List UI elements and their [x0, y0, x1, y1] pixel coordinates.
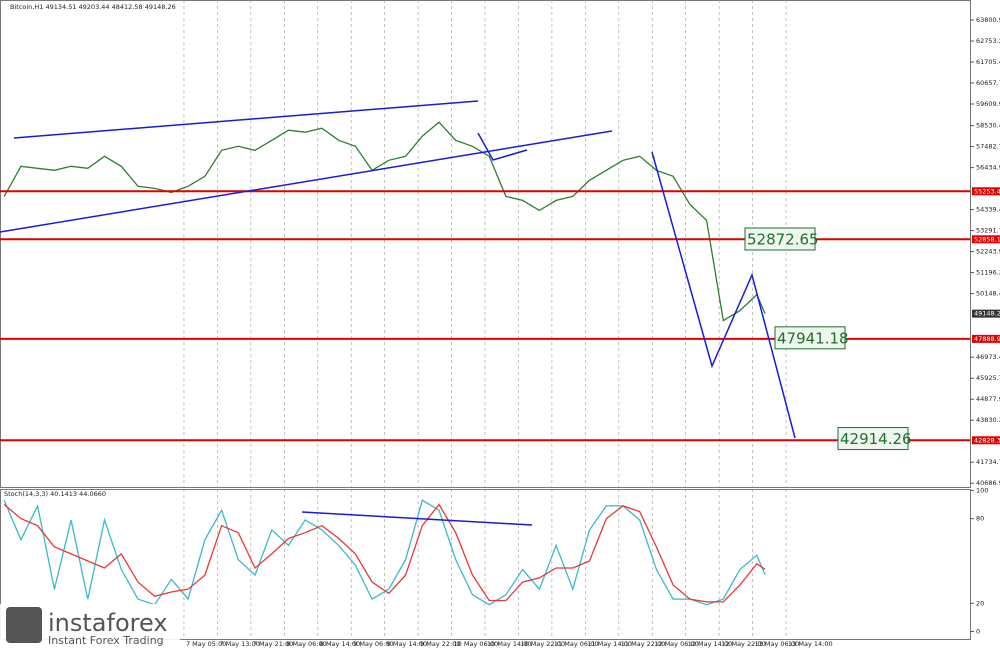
y-tick-label: 63800.95	[976, 16, 1000, 24]
level-tag	[972, 334, 1000, 343]
projection	[651, 151, 796, 439]
y-tick-label: 41734.70	[976, 458, 1000, 466]
series-line	[3, 503, 766, 603]
y-tick-label: 61705.45	[976, 58, 1000, 66]
stoch-panel	[0, 489, 971, 640]
level-tag	[972, 436, 1000, 445]
x-tick-label: 13 May 06:00	[755, 640, 800, 648]
y-tick-label: 53291.70	[976, 227, 1000, 235]
brand: instaforex	[48, 609, 168, 637]
annotation-box	[837, 427, 909, 451]
level-tag	[972, 235, 1000, 244]
annotation: 47941.18	[777, 329, 849, 347]
y-tick-label: 46973.45	[976, 353, 1000, 361]
tagline: Instant Forex Trading	[48, 634, 164, 647]
y-tick-label: 44877.95	[976, 395, 1000, 403]
price-tag	[972, 309, 1000, 318]
level-label: 42828.34	[974, 436, 1000, 444]
series-line	[3, 121, 766, 322]
x-tick-label: 13 May 14:00	[788, 640, 833, 648]
y-tick-label: 58530.45	[976, 122, 1000, 130]
annotation-box	[774, 326, 846, 350]
y-tick-label: 45925.70	[976, 374, 1000, 382]
y-tick-label: 43830.20	[976, 416, 1000, 424]
level-label: 47888.90	[974, 335, 1000, 343]
price-panel	[0, 0, 971, 488]
x-tick-label: 9 May 06:00	[353, 640, 393, 648]
x-tick-label: 12 May 22:00	[721, 640, 766, 648]
x-tick-label: 12 May 06:00	[654, 640, 699, 648]
x-tick-label: 8 May 06:00	[286, 640, 326, 648]
level-tag	[972, 187, 1000, 196]
y-tick-label: 60657.70	[976, 79, 1000, 87]
price-title: Bitcoin,H1 49134.51 49203.44 48412.58 49…	[10, 3, 176, 11]
x-tick-label: 11 May 14:00	[587, 640, 632, 648]
y-tick-label: 52243.95	[976, 248, 1000, 256]
y-tick-label: 62753.20	[976, 37, 1000, 45]
x-tick-label: 10 May 14:00	[487, 640, 532, 648]
y-tick-label: 56434.95	[976, 164, 1000, 172]
x-tick-label: 11 May 06:00	[554, 640, 599, 648]
channel-top	[13, 100, 479, 139]
y-tick-label: 100	[976, 486, 988, 494]
annotation: 52872.65	[747, 230, 819, 248]
y-tick-label: 50148.45	[976, 290, 1000, 298]
price-label: 49148.26	[974, 310, 1000, 318]
y-tick-label: 51196.20	[976, 269, 1000, 277]
y-tick-label: 80	[976, 515, 984, 523]
x-tick-label: 11 May 22:00	[621, 640, 666, 648]
annotation: 42914.26	[840, 430, 912, 448]
trend-lines	[0, 100, 796, 526]
stoch-title: Stoch(14,3,3) 40.1413 44.0660	[4, 490, 106, 498]
x-tick-label: 10 May 22:00	[520, 640, 565, 648]
watermark: instaforex Instant Forex Trading	[0, 604, 180, 650]
logo	[6, 607, 42, 643]
channel-bottom	[0, 130, 613, 233]
x-tick-label: 9 May 22:00	[420, 640, 460, 648]
y-tick-label: 59609.95	[976, 100, 1000, 108]
y-tick-label: 20	[976, 599, 984, 607]
zigzag	[477, 132, 528, 161]
level-label: 55253.45	[974, 187, 1000, 195]
y-tick-label: 57482.70	[976, 143, 1000, 151]
x-tick-label: 7 May 05:00	[186, 640, 226, 648]
annotation-box	[744, 227, 816, 251]
x-tick-label: 12 May 14:00	[688, 640, 733, 648]
y-tick-label: 0	[976, 628, 980, 636]
y-tick-label: 54339.45	[976, 206, 1000, 214]
x-tick-label: 7 May 21:00	[253, 640, 293, 648]
x-tick-label: 9 May 14:00	[387, 640, 427, 648]
y-tick-label: 40686.95	[976, 479, 1000, 487]
divergence-line	[301, 511, 533, 526]
x-tick-label: 10 May 06:00	[454, 640, 499, 648]
level-label: 52858.18	[974, 235, 1000, 243]
x-tick-label: 7 May 13:00	[219, 640, 259, 648]
x-tick-label: 8 May 14:00	[320, 640, 360, 648]
series-line	[3, 499, 766, 606]
